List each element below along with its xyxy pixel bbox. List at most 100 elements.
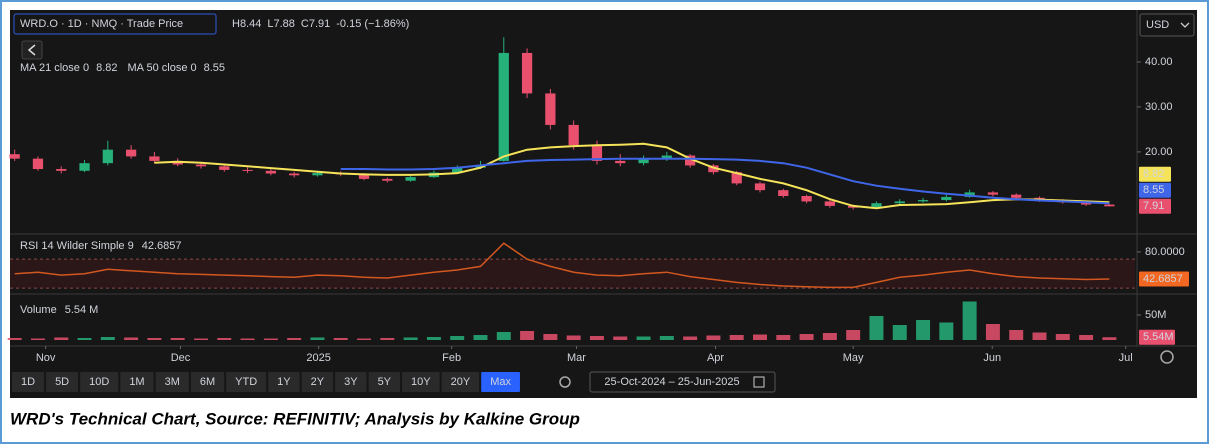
y-tick-label: 50M xyxy=(1145,309,1166,321)
range-button[interactable] xyxy=(268,372,300,392)
candle-body xyxy=(1080,202,1092,205)
range-label: YTD xyxy=(235,376,257,388)
rsi-tag xyxy=(1139,271,1189,287)
volume-bar xyxy=(799,334,814,340)
volume-bar xyxy=(753,334,767,340)
volume-bar xyxy=(683,336,698,340)
rsi-line xyxy=(14,242,1110,289)
candle-body xyxy=(265,170,276,174)
range-button[interactable] xyxy=(441,372,480,392)
candle-body xyxy=(382,178,393,181)
range-label: 10D xyxy=(89,376,109,388)
candle-body xyxy=(778,190,789,197)
currency-label: USD xyxy=(1146,19,1169,31)
range-label: 2Y xyxy=(311,376,325,388)
candle-body xyxy=(591,145,603,161)
volume-bar xyxy=(1102,337,1117,340)
candle-body xyxy=(685,155,696,166)
legend-value: 5.54 M xyxy=(65,304,99,316)
volume-bar xyxy=(543,334,558,340)
range-button[interactable] xyxy=(226,372,267,392)
range-button[interactable] xyxy=(335,372,367,392)
volume-bar xyxy=(1032,332,1047,340)
currency-select[interactable] xyxy=(1139,13,1195,37)
range-button[interactable] xyxy=(301,372,334,392)
candle-body xyxy=(615,160,626,164)
volume-bar xyxy=(100,337,115,340)
x-tick-label: 2025 xyxy=(306,352,330,364)
price-tag-label: 8.82 xyxy=(1143,168,1164,180)
legend-name: MA 21 close 0 xyxy=(20,62,89,74)
volume-bar xyxy=(589,336,604,340)
volume-bar xyxy=(1009,330,1024,340)
candle-body xyxy=(79,163,90,171)
range-button[interactable] xyxy=(368,372,401,392)
candle-body xyxy=(941,196,952,201)
legend-name: RSI 14 Wilder Simple 9 xyxy=(20,240,134,252)
range-button[interactable] xyxy=(80,372,119,392)
legend-value: 42.6857 xyxy=(142,240,182,252)
candle-body xyxy=(568,124,579,146)
ma-line xyxy=(340,157,1110,205)
x-tick-label: Jul xyxy=(1119,352,1133,364)
candle-body xyxy=(731,172,742,184)
y-tick-label: 40.00 xyxy=(1145,56,1173,68)
range-label: 1D xyxy=(21,376,35,388)
range-button[interactable] xyxy=(120,372,154,392)
volume-bar xyxy=(124,337,139,340)
candle-body xyxy=(801,196,812,202)
volume-bar xyxy=(985,324,1000,340)
volume-bar xyxy=(822,333,837,340)
range-label: 5Y xyxy=(378,376,392,388)
caption: WRD's Technical Chart, Source: REFINITIV… xyxy=(10,409,580,428)
candle-body xyxy=(102,149,113,164)
candle-body xyxy=(219,166,230,170)
range-button[interactable] xyxy=(46,372,79,392)
volume-bar xyxy=(450,336,465,340)
y-tick-label: 80.0000 xyxy=(1145,246,1185,258)
price-tag xyxy=(1139,182,1171,198)
range-button[interactable] xyxy=(12,372,45,392)
chevron-icon xyxy=(27,44,36,56)
volume-bar xyxy=(333,338,348,340)
dropdown-icon xyxy=(1180,22,1190,28)
volume-bar xyxy=(1079,335,1094,340)
rsi-tag-label: 42.6857 xyxy=(1143,273,1183,285)
candle-body xyxy=(195,164,207,167)
legend-value: 8.55 xyxy=(204,62,225,74)
range-button[interactable] xyxy=(190,372,225,392)
volume-bar xyxy=(520,331,535,340)
range-button[interactable] xyxy=(481,372,520,392)
price-tag xyxy=(1139,198,1171,214)
volume-bar xyxy=(426,337,441,340)
candle-body xyxy=(754,183,766,191)
volume-bar xyxy=(30,338,45,340)
candle-body xyxy=(987,192,999,195)
legend-name: MA 50 close 0 xyxy=(128,62,197,74)
collapse-button[interactable] xyxy=(21,40,43,60)
volume-bar xyxy=(869,316,884,340)
candle-body xyxy=(32,158,44,170)
range-button[interactable] xyxy=(155,372,189,392)
volume-bar xyxy=(846,330,861,340)
volume-bar xyxy=(194,338,208,340)
volume-bar xyxy=(729,335,744,340)
price-tag xyxy=(1139,166,1171,182)
date-range-box[interactable] xyxy=(589,371,776,393)
settings-icon[interactable] xyxy=(1160,350,1174,364)
legend-name: Volume xyxy=(20,304,57,316)
candle-body xyxy=(358,174,370,179)
x-tick-label: Nov xyxy=(36,352,56,364)
symbol-box[interactable] xyxy=(13,13,217,35)
x-tick-label: Mar xyxy=(567,352,586,364)
range-button[interactable] xyxy=(402,372,440,392)
candle-body xyxy=(289,173,300,176)
candle-body xyxy=(312,173,323,176)
ohlc-label: C7.91 xyxy=(301,18,330,30)
candle-body xyxy=(149,156,160,161)
volume-bar xyxy=(147,338,162,340)
settings-icon[interactable] xyxy=(559,376,571,388)
candle-body xyxy=(708,165,719,173)
volume-bar xyxy=(636,336,651,340)
